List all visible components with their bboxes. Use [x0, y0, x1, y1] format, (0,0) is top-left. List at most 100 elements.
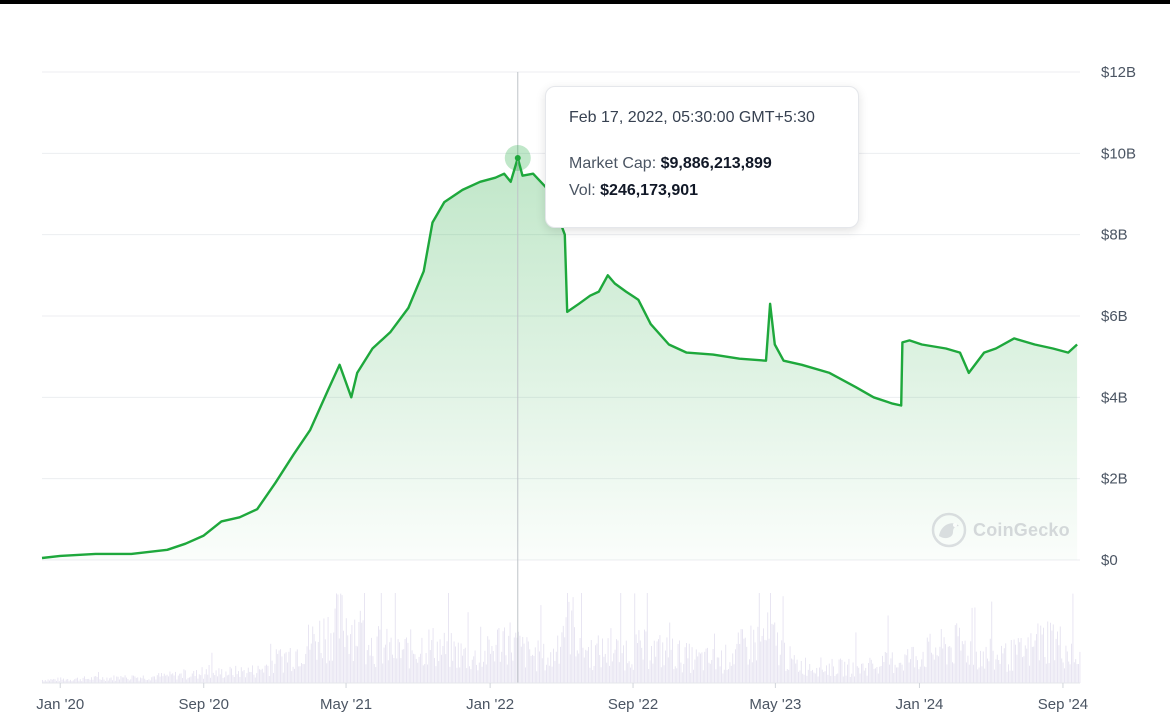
vol-bar — [336, 593, 337, 683]
vol-bar — [688, 643, 690, 683]
vol-bar — [392, 654, 393, 683]
vol-bar — [788, 669, 790, 683]
vol-bar — [350, 634, 351, 683]
vol-bar — [515, 632, 517, 683]
vol-bar — [431, 640, 433, 683]
vol-bar — [476, 664, 477, 683]
vol-bar — [354, 619, 356, 683]
vol-bar — [649, 660, 651, 683]
vol-bar — [806, 675, 808, 683]
vol-bar — [684, 647, 686, 683]
vol-bar — [681, 672, 683, 683]
vol-bar — [690, 672, 692, 683]
vol-bar — [1072, 593, 1074, 683]
vol-bar — [498, 628, 500, 683]
vol-bar — [173, 675, 175, 683]
vol-bar — [869, 657, 871, 683]
vol-bar — [810, 671, 812, 683]
vol-bar — [1079, 651, 1081, 683]
vol-bar — [1010, 640, 1012, 683]
vol-bar — [880, 666, 882, 683]
vol-bar — [448, 593, 449, 683]
vol-bar — [1005, 643, 1007, 683]
vol-bar — [847, 664, 848, 683]
vol-bar — [939, 646, 941, 683]
vol-bar — [114, 680, 116, 683]
vol-bar — [859, 673, 861, 683]
vol-bar — [347, 635, 349, 683]
vol-bar — [550, 652, 552, 683]
vol-bar — [985, 646, 987, 683]
vol-bar — [63, 678, 64, 683]
vol-bar — [144, 678, 146, 683]
vol-bar — [477, 670, 479, 683]
vol-bar — [394, 593, 396, 683]
vol-bar — [877, 673, 879, 683]
vol-bar — [653, 640, 655, 683]
vol-bar — [800, 660, 802, 683]
vol-bar — [96, 676, 98, 683]
vol-bar — [918, 669, 920, 683]
vol-bar — [418, 656, 420, 683]
vol-bar — [289, 648, 291, 683]
vol-bar — [742, 629, 743, 683]
vol-bar — [455, 646, 456, 683]
vol-bar — [483, 661, 484, 683]
vol-bar — [907, 649, 909, 683]
vol-bar — [296, 649, 298, 683]
vol-bar — [1061, 658, 1063, 683]
vol-bar — [1002, 653, 1004, 683]
vol-bar — [379, 629, 381, 683]
vol-bar — [205, 669, 207, 683]
vol-bar — [326, 663, 328, 683]
vol-bar — [505, 655, 507, 683]
vol-bar — [824, 671, 826, 683]
vol-bar — [957, 636, 959, 683]
vol-bar — [100, 679, 102, 683]
x-tick-label: Sep '22 — [608, 696, 658, 713]
vol-bar — [372, 656, 374, 683]
vol-bar — [915, 656, 917, 683]
vol-bar — [1040, 625, 1042, 683]
vol-bar — [807, 669, 809, 683]
vol-bar — [109, 678, 111, 683]
vol-bar — [873, 668, 875, 683]
vol-bar — [242, 671, 244, 683]
vol-bar — [397, 639, 399, 683]
vol-bar — [471, 659, 473, 683]
vol-bar — [127, 678, 129, 683]
vol-bar — [964, 640, 966, 683]
vol-bar — [842, 676, 844, 683]
vol-bar — [924, 666, 925, 683]
vol-bar — [830, 675, 832, 683]
vol-bar — [651, 645, 652, 683]
vol-bar — [140, 677, 141, 683]
vol-bar — [856, 666, 858, 683]
vol-bar — [642, 659, 644, 683]
vol-bar — [484, 650, 486, 683]
vol-bar — [404, 639, 406, 683]
vol-bar — [485, 664, 487, 683]
vol-bar — [768, 638, 770, 683]
vol-bar — [1043, 627, 1044, 683]
vol-bar — [200, 675, 202, 683]
vol-bar — [995, 659, 997, 683]
vol-bar — [387, 660, 389, 683]
vol-bar — [501, 651, 503, 683]
vol-bar — [876, 666, 878, 683]
vol-bar — [116, 676, 118, 683]
vol-bar — [229, 666, 231, 683]
vol-bar — [156, 675, 158, 683]
vol-bar — [98, 672, 99, 683]
vol-bar — [463, 649, 465, 683]
vol-bar — [58, 681, 60, 683]
vol-bar — [190, 676, 192, 683]
vol-bar — [292, 666, 294, 683]
vol-bar — [189, 677, 190, 683]
vol-bar — [1009, 670, 1011, 683]
vol-bar — [168, 676, 169, 683]
vol-bar — [268, 675, 270, 683]
vol-bar — [1051, 630, 1053, 683]
vol-bar — [106, 677, 108, 683]
